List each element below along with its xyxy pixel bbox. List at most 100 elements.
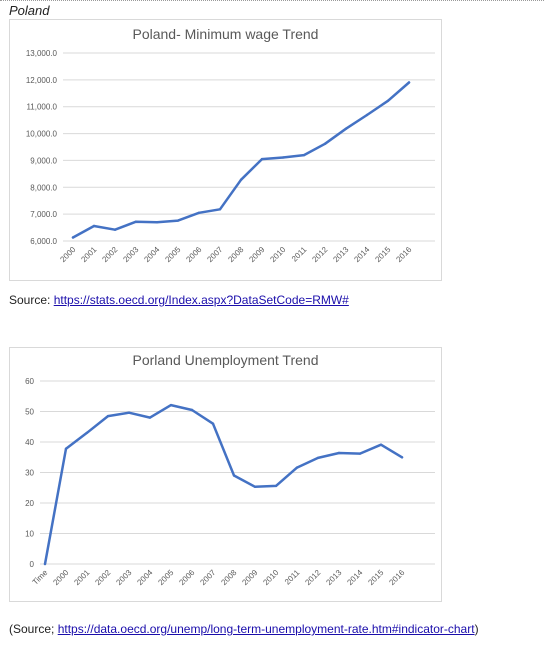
wage-data-point xyxy=(281,156,285,159)
wage-data-point xyxy=(92,224,96,228)
unemp-data-point xyxy=(43,562,47,566)
wage-x-tick-label: 2003 xyxy=(121,245,140,264)
unemp-data-point xyxy=(190,408,194,412)
wage-chart-title: Poland- Minimum wage Trend xyxy=(133,26,319,42)
wage-x-tick-label: 2014 xyxy=(352,245,371,264)
section-heading: Poland xyxy=(9,3,50,18)
wage-x-tick-label: 2010 xyxy=(268,245,287,264)
unemp-x-tick-label: 2016 xyxy=(387,568,406,587)
wage-x-tick-label: 2002 xyxy=(100,245,119,264)
unemp-y-tick-label: 60 xyxy=(25,377,34,386)
wage-x-tick-label: 2000 xyxy=(58,245,77,264)
unemp-x-tick-label: Time xyxy=(31,568,50,587)
wage-x-tick-label: 2016 xyxy=(394,245,413,264)
unemp-data-point xyxy=(232,474,236,477)
unemp-y-tick-label: 50 xyxy=(25,408,34,417)
unemp-data-point xyxy=(253,485,257,488)
unemp-x-tick-label: 2002 xyxy=(93,568,112,587)
unemp-data-point xyxy=(400,456,404,459)
unemp-data-point xyxy=(169,403,173,407)
wage-y-tick-label: 13,000.0 xyxy=(26,49,58,58)
unemp-data-point xyxy=(148,416,152,419)
unemp-y-tick-label: 0 xyxy=(30,560,35,569)
wage-data-point xyxy=(365,113,369,117)
minimum-wage-chart: Poland- Minimum wage Trend 6,000.0 7,000.0… xyxy=(9,19,442,281)
source-2-prefix: (Source; xyxy=(9,622,58,636)
unemp-data-point xyxy=(85,431,89,434)
source-2-suffix: ) xyxy=(474,622,479,636)
unemployment-chart-svg: Porland Unemployment Trend 0 10 20 30 40 50 60 T… xyxy=(25,352,435,587)
unemp-x-tick-label: 2010 xyxy=(261,568,280,587)
unemp-data-point xyxy=(337,451,341,455)
unemp-x-tick-label: 2009 xyxy=(240,568,259,587)
unemp-x-tick-label: 2008 xyxy=(219,568,238,587)
wage-data-point xyxy=(113,228,117,231)
wage-x-tick-label: 2004 xyxy=(142,245,161,264)
unemp-x-tick-label: 2000 xyxy=(51,568,70,587)
wage-data-point xyxy=(155,221,159,224)
wage-y-tick-label: 11,000.0 xyxy=(26,103,57,112)
wage-x-tick-label: 2009 xyxy=(247,245,266,264)
wage-data-point xyxy=(260,157,264,161)
wage-data-point xyxy=(386,99,390,103)
unemp-x-tick-label: 2012 xyxy=(303,568,322,587)
minimum-wage-chart-svg: Poland- Minimum wage Trend 6,000.0 7,000.0… xyxy=(26,26,435,264)
wage-x-tick-label: 2008 xyxy=(226,245,245,264)
wage-x-tick-label: 2012 xyxy=(310,245,329,264)
source-2-link[interactable]: https://data.oecd.org/unemp/long-term-un… xyxy=(57,622,475,636)
unemp-x-tick-label: 2006 xyxy=(177,568,196,587)
wage-y-tick-label: 12,000.0 xyxy=(26,76,58,85)
wage-x-tick-label: 2013 xyxy=(331,245,350,264)
unemployment-chart: Porland Unemployment Trend 0 10 20 30 40 50 60 T… xyxy=(9,347,442,602)
unemp-x-tick-label: 2004 xyxy=(135,568,154,587)
unemp-x-tick-label: 2003 xyxy=(114,568,133,587)
unemp-data-point xyxy=(316,456,320,460)
wage-x-tick-label: 2005 xyxy=(163,245,182,264)
unemp-data-point xyxy=(358,452,362,455)
unemp-y-tick-label: 20 xyxy=(25,499,34,508)
wage-x-tick-label: 2006 xyxy=(184,245,203,264)
source-1-prefix: Source: xyxy=(9,293,54,307)
wage-data-point xyxy=(239,178,243,181)
unemp-data-point xyxy=(295,466,299,469)
unemp-data-point xyxy=(64,447,68,450)
unemp-x-tick-label: 2015 xyxy=(366,568,385,587)
wage-y-tick-label: 10,000.0 xyxy=(26,130,58,139)
source-line-2: (Source; https://data.oecd.org/unemp/lon… xyxy=(9,622,479,636)
unemp-x-tick-label: 2001 xyxy=(72,568,91,587)
wage-x-tick-label: 2011 xyxy=(290,245,309,264)
unemp-y-tick-label: 10 xyxy=(25,530,34,539)
unemp-x-tick-label: 2013 xyxy=(324,568,343,587)
unemp-x-tick-label: 2011 xyxy=(283,568,302,587)
unemp-x-tick-label: 2007 xyxy=(198,568,217,587)
wage-y-tick-label: 9,000.0 xyxy=(30,156,57,165)
top-divider xyxy=(0,0,544,1)
wage-y-tick-label: 8,000.0 xyxy=(30,183,57,192)
wage-data-point xyxy=(71,236,75,239)
wage-data-point xyxy=(218,208,222,211)
source-line-1: Source: https://stats.oecd.org/Index.asp… xyxy=(9,293,349,307)
unemp-data-point xyxy=(211,422,215,425)
wage-x-tick-label: 2015 xyxy=(373,245,392,264)
unemp-y-tick-label: 40 xyxy=(25,438,34,447)
source-1-link[interactable]: https://stats.oecd.org/Index.aspx?DataSe… xyxy=(53,293,349,307)
unemp-x-tick-label: 2014 xyxy=(345,568,364,587)
wage-data-point xyxy=(197,211,201,214)
unemp-data-point xyxy=(274,484,278,488)
wage-data-point xyxy=(302,153,306,157)
unemp-data-point xyxy=(379,443,383,446)
wage-data-point xyxy=(176,219,180,222)
unemp-data-point xyxy=(106,414,110,418)
wage-y-tick-label: 6,000.0 xyxy=(30,237,57,246)
wage-data-point xyxy=(344,127,348,130)
wage-x-tick-label: 2007 xyxy=(205,245,224,264)
unemp-data-point xyxy=(127,411,131,414)
unemp-x-tick-label: 2005 xyxy=(156,568,175,587)
wage-data-point xyxy=(134,220,138,223)
wage-y-tick-label: 7,000.0 xyxy=(30,210,57,219)
wage-data-point xyxy=(407,81,411,84)
unemp-y-tick-label: 30 xyxy=(25,469,34,478)
wage-x-tick-label: 2001 xyxy=(79,245,98,264)
wage-data-point xyxy=(323,142,327,145)
unemp-chart-title: Porland Unemployment Trend xyxy=(133,352,319,368)
